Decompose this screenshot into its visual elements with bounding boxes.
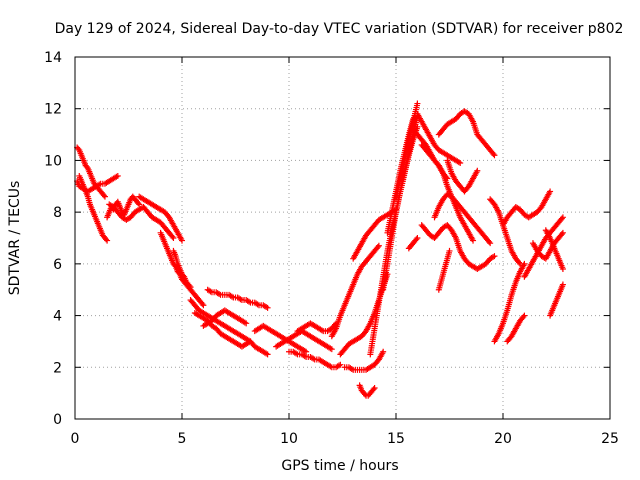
data-point xyxy=(136,201,143,208)
data-point xyxy=(75,145,82,152)
plot-frame xyxy=(74,56,611,420)
data-point xyxy=(559,214,566,221)
x-tick-label: 15 xyxy=(387,431,405,447)
x-axis-label: GPS time / hours xyxy=(281,458,398,474)
data-point xyxy=(520,313,527,320)
data-point xyxy=(187,284,194,291)
data-point xyxy=(486,238,493,245)
data-point xyxy=(490,150,497,157)
data-point xyxy=(180,272,187,279)
tick-labels: 0 5 10 15 20 25 0 2 4 6 8 10 12 14 xyxy=(44,50,619,447)
data-point xyxy=(179,237,185,244)
data-point xyxy=(413,236,420,243)
y-tick-label: 6 xyxy=(53,257,62,273)
data-point xyxy=(516,259,523,266)
data-point xyxy=(135,200,142,207)
data-point xyxy=(264,351,271,358)
data-point xyxy=(186,282,193,289)
y-tick-label: 14 xyxy=(44,50,62,66)
x-tick-label: 25 xyxy=(601,431,619,447)
x-tick-label: 5 xyxy=(178,431,187,447)
data-point xyxy=(100,192,107,199)
y-axis-label: SDTVAR / TECUs xyxy=(7,181,23,296)
x-tick-label: 10 xyxy=(280,431,298,447)
data-point xyxy=(169,233,176,240)
data-point xyxy=(199,300,206,307)
y-tick-label: 12 xyxy=(44,102,62,118)
data-point xyxy=(457,160,464,167)
data-point xyxy=(547,188,554,195)
data-points xyxy=(74,100,566,399)
y-tick-label: 4 xyxy=(53,309,62,325)
y-tick-label: 2 xyxy=(53,360,62,376)
data-point xyxy=(521,260,528,267)
data-point xyxy=(487,240,494,247)
data-point xyxy=(558,231,565,238)
axis-ticks xyxy=(74,56,611,420)
data-point xyxy=(103,236,110,243)
data-point xyxy=(521,312,528,319)
data-point xyxy=(446,247,453,254)
data-point xyxy=(104,237,111,244)
data-point xyxy=(200,302,207,309)
data-point xyxy=(264,304,271,311)
data-point xyxy=(101,193,108,200)
data-point xyxy=(559,281,566,288)
data-point xyxy=(243,320,250,327)
data-point xyxy=(303,348,310,355)
x-tick-label: 0 xyxy=(71,431,80,447)
data-point xyxy=(371,384,378,391)
data-point xyxy=(375,242,382,249)
data-point xyxy=(470,237,477,244)
data-point xyxy=(474,167,481,174)
data-point xyxy=(414,235,421,241)
data-point xyxy=(337,361,344,368)
data-point xyxy=(491,152,498,159)
y-tick-label: 8 xyxy=(53,205,62,221)
y-tick-label: 10 xyxy=(44,153,62,169)
data-point xyxy=(558,215,565,222)
y-tick-label: 0 xyxy=(53,412,62,428)
data-point xyxy=(380,348,387,355)
data-point xyxy=(414,100,421,107)
data-point xyxy=(559,266,566,273)
data-point xyxy=(170,235,177,241)
data-point xyxy=(370,386,377,393)
data-point xyxy=(374,244,381,251)
data-point xyxy=(491,253,498,260)
x-tick-label: 20 xyxy=(494,431,512,447)
data-point xyxy=(83,163,90,170)
data-point xyxy=(328,346,335,353)
chart-title: Day 129 of 2024, Sidereal Day-to-day VTE… xyxy=(55,21,624,37)
data-point xyxy=(114,172,121,179)
data-point xyxy=(559,229,566,236)
